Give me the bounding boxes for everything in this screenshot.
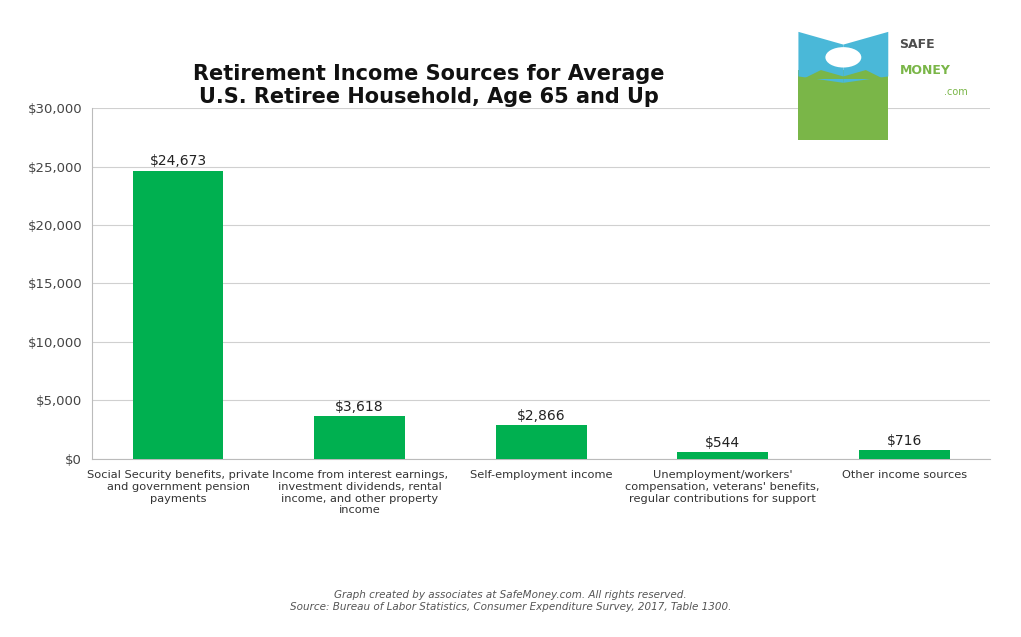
- Polygon shape: [843, 32, 888, 83]
- Text: $2,866: $2,866: [517, 409, 566, 423]
- Text: .com: .com: [944, 87, 968, 97]
- Text: MONEY: MONEY: [900, 64, 951, 76]
- Text: Graph created by associates at SafeMoney.com. All rights reserved.
Source: Burea: Graph created by associates at SafeMoney…: [290, 590, 731, 612]
- Bar: [859, 450, 950, 459]
- Text: $716: $716: [886, 434, 922, 448]
- Polygon shape: [803, 70, 884, 79]
- Polygon shape: [798, 32, 843, 83]
- Bar: [677, 452, 768, 459]
- Text: Retirement Income Sources for Average
U.S. Retiree Household, Age 65 and Up: Retirement Income Sources for Average U.…: [193, 64, 665, 107]
- Text: $3,618: $3,618: [335, 400, 384, 414]
- Bar: [314, 417, 405, 459]
- Text: SAFE: SAFE: [900, 38, 935, 51]
- Bar: [133, 171, 224, 459]
- Circle shape: [825, 47, 862, 68]
- Polygon shape: [798, 70, 888, 140]
- Text: $24,673: $24,673: [149, 154, 206, 168]
- Text: $544: $544: [706, 436, 740, 450]
- Bar: [496, 425, 586, 459]
